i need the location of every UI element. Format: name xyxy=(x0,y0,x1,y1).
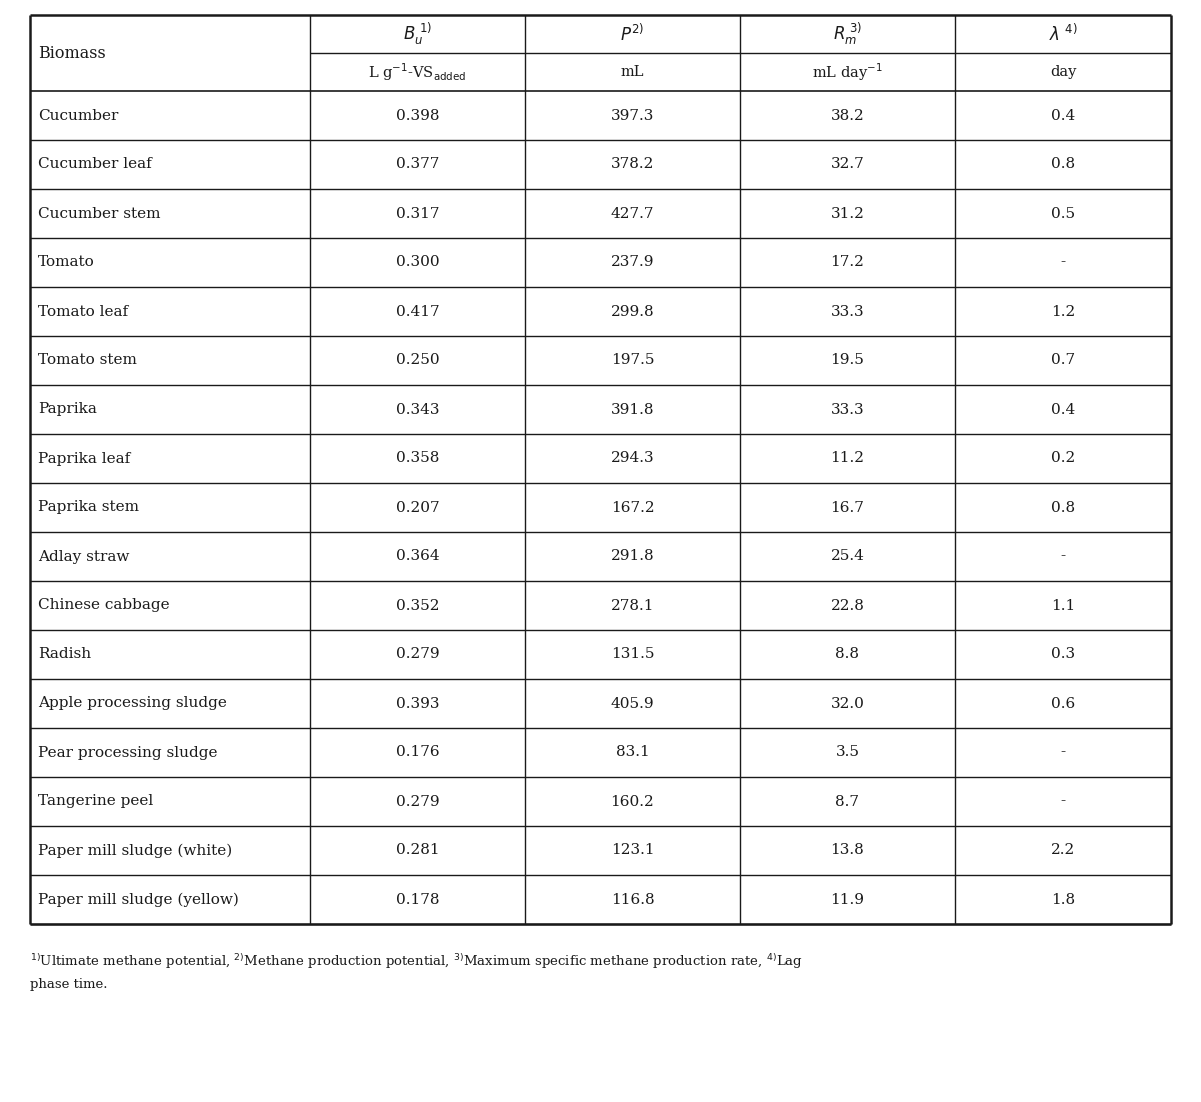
Text: mL day$^{-1}$: mL day$^{-1}$ xyxy=(812,61,883,83)
Text: 378.2: 378.2 xyxy=(611,158,655,172)
Text: 0.3: 0.3 xyxy=(1051,648,1075,661)
Text: 299.8: 299.8 xyxy=(610,304,655,318)
Text: 405.9: 405.9 xyxy=(610,696,655,711)
Text: 0.2: 0.2 xyxy=(1051,452,1075,465)
Text: 31.2: 31.2 xyxy=(831,206,865,220)
Text: 17.2: 17.2 xyxy=(831,256,865,270)
Text: L g$^{-1}$-VS$_{\rm added}$: L g$^{-1}$-VS$_{\rm added}$ xyxy=(369,61,467,83)
Text: 0.4: 0.4 xyxy=(1051,402,1075,417)
Text: $^{1)}$Ultimate methane potential, $^{2)}$Methane production potential, $^{3)}$M: $^{1)}$Ultimate methane potential, $^{2)… xyxy=(30,952,803,971)
Text: Adlay straw: Adlay straw xyxy=(38,550,130,563)
Text: 167.2: 167.2 xyxy=(610,500,655,515)
Text: 0.279: 0.279 xyxy=(395,648,440,661)
Text: 0.358: 0.358 xyxy=(396,452,440,465)
Text: -: - xyxy=(1060,745,1065,759)
Text: 33.3: 33.3 xyxy=(831,304,865,318)
Text: 32.7: 32.7 xyxy=(831,158,865,172)
Text: 3.5: 3.5 xyxy=(836,745,860,759)
Text: 0.343: 0.343 xyxy=(396,402,440,417)
Text: 0.8: 0.8 xyxy=(1051,500,1075,515)
Text: 123.1: 123.1 xyxy=(610,843,655,857)
Text: 0.393: 0.393 xyxy=(396,696,440,711)
Text: 13.8: 13.8 xyxy=(831,843,865,857)
Text: Paprika: Paprika xyxy=(38,402,97,417)
Text: 0.377: 0.377 xyxy=(396,158,440,172)
Text: $\lambda^{\ 4)}$: $\lambda^{\ 4)}$ xyxy=(1048,23,1077,44)
Text: 0.398: 0.398 xyxy=(396,108,440,122)
Text: Paprika stem: Paprika stem xyxy=(38,500,139,515)
Text: Paprika leaf: Paprika leaf xyxy=(38,452,130,465)
Text: 0.279: 0.279 xyxy=(395,795,440,809)
Text: Tomato stem: Tomato stem xyxy=(38,354,137,367)
Text: 0.352: 0.352 xyxy=(396,598,440,613)
Text: Cucumber: Cucumber xyxy=(38,108,119,122)
Text: Cucumber stem: Cucumber stem xyxy=(38,206,161,220)
Text: Paper mill sludge (white): Paper mill sludge (white) xyxy=(38,843,232,857)
Text: 0.5: 0.5 xyxy=(1051,206,1075,220)
Text: phase time.: phase time. xyxy=(30,977,108,991)
Text: Radish: Radish xyxy=(38,648,91,661)
Text: 0.176: 0.176 xyxy=(395,745,440,759)
Text: 0.6: 0.6 xyxy=(1051,696,1075,711)
Text: 11.9: 11.9 xyxy=(831,893,865,907)
Text: 197.5: 197.5 xyxy=(611,354,655,367)
Text: 391.8: 391.8 xyxy=(611,402,655,417)
Text: 278.1: 278.1 xyxy=(611,598,655,613)
Text: Tomato: Tomato xyxy=(38,256,95,270)
Text: -: - xyxy=(1060,256,1065,270)
Text: Apple processing sludge: Apple processing sludge xyxy=(38,696,227,711)
Text: 397.3: 397.3 xyxy=(611,108,655,122)
Text: 0.300: 0.300 xyxy=(395,256,440,270)
Text: 0.250: 0.250 xyxy=(395,354,440,367)
Text: 83.1: 83.1 xyxy=(616,745,650,759)
Text: day: day xyxy=(1050,65,1076,79)
Text: 33.3: 33.3 xyxy=(831,402,865,417)
Text: 0.317: 0.317 xyxy=(396,206,440,220)
Text: 160.2: 160.2 xyxy=(610,795,655,809)
Text: 25.4: 25.4 xyxy=(831,550,865,563)
Text: 19.5: 19.5 xyxy=(831,354,865,367)
Text: 16.7: 16.7 xyxy=(831,500,865,515)
Text: 237.9: 237.9 xyxy=(611,256,655,270)
Text: 0.8: 0.8 xyxy=(1051,158,1075,172)
Text: -: - xyxy=(1060,550,1065,563)
Text: 1.2: 1.2 xyxy=(1051,304,1075,318)
Text: 1.1: 1.1 xyxy=(1051,598,1075,613)
Text: Pear processing sludge: Pear processing sludge xyxy=(38,745,217,759)
Text: 0.364: 0.364 xyxy=(395,550,440,563)
Text: 1.8: 1.8 xyxy=(1051,893,1075,907)
Text: 8.8: 8.8 xyxy=(836,648,860,661)
Text: 38.2: 38.2 xyxy=(831,108,865,122)
Text: 131.5: 131.5 xyxy=(611,648,655,661)
Text: 0.281: 0.281 xyxy=(395,843,440,857)
Text: 294.3: 294.3 xyxy=(610,452,655,465)
Text: 291.8: 291.8 xyxy=(610,550,655,563)
Text: Chinese cabbage: Chinese cabbage xyxy=(38,598,169,613)
Text: $R_m^{\ 3)}$: $R_m^{\ 3)}$ xyxy=(832,21,862,47)
Text: 116.8: 116.8 xyxy=(610,893,655,907)
Text: 0.4: 0.4 xyxy=(1051,108,1075,122)
Text: 0.417: 0.417 xyxy=(395,304,440,318)
Text: mL: mL xyxy=(621,65,644,79)
Text: 0.7: 0.7 xyxy=(1051,354,1075,367)
Text: Paper mill sludge (yellow): Paper mill sludge (yellow) xyxy=(38,893,239,907)
Text: 427.7: 427.7 xyxy=(611,206,655,220)
Text: -: - xyxy=(1060,795,1065,809)
Text: $P^{2)}$: $P^{2)}$ xyxy=(621,23,645,44)
Text: Tomato leaf: Tomato leaf xyxy=(38,304,129,318)
Text: 0.178: 0.178 xyxy=(396,893,440,907)
Text: 0.207: 0.207 xyxy=(395,500,440,515)
Text: Biomass: Biomass xyxy=(38,44,106,62)
Text: 11.2: 11.2 xyxy=(831,452,865,465)
Text: 22.8: 22.8 xyxy=(831,598,865,613)
Text: 32.0: 32.0 xyxy=(831,696,865,711)
Text: Cucumber leaf: Cucumber leaf xyxy=(38,158,151,172)
Text: 2.2: 2.2 xyxy=(1051,843,1075,857)
Text: 8.7: 8.7 xyxy=(836,795,860,809)
Text: Tangerine peel: Tangerine peel xyxy=(38,795,154,809)
Text: $B_u^{\ 1)}$: $B_u^{\ 1)}$ xyxy=(402,21,432,47)
